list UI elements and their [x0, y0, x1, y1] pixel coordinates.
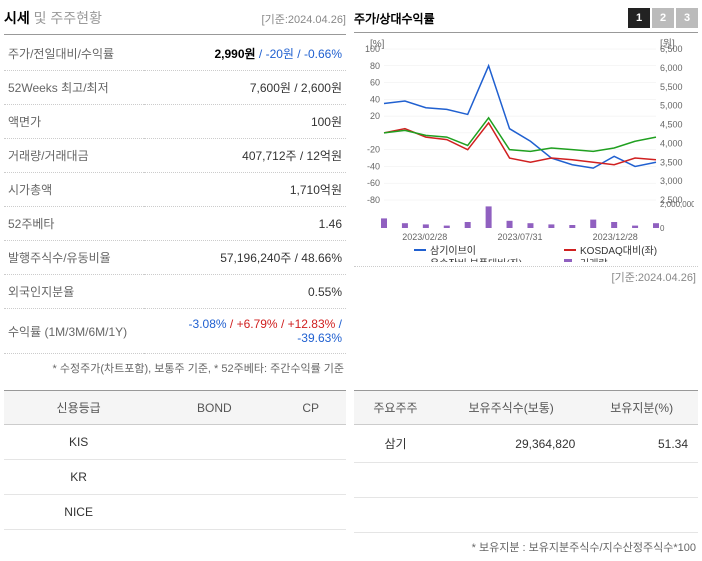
svg-text:100: 100	[365, 44, 380, 54]
info-value: 2,990원 / -20원 / -0.66%	[144, 37, 346, 71]
info-row: 거래량/거래대금407,712주 / 12억원	[4, 139, 346, 173]
info-row: 52주베타1.46	[4, 207, 346, 241]
info-value: 100원	[144, 105, 346, 139]
credit-cell: KR	[4, 460, 153, 495]
svg-text:5,500: 5,500	[660, 82, 683, 92]
share-header: 보유주식수(보통)	[437, 391, 585, 425]
chart-title: 주가/상대수익률	[354, 10, 435, 27]
credit-row: KIS	[4, 425, 346, 460]
chart-area: [%][원]-80-60-40-20204060801002,5003,0003…	[354, 37, 698, 267]
chart-tab-2[interactable]: 2	[652, 8, 674, 28]
info-label: 시가총액	[4, 173, 144, 207]
info-row: 발행주식수/유동비율57,196,240주 / 48.66%	[4, 241, 346, 275]
info-label: 발행주식수/유동비율	[4, 241, 144, 275]
credit-cell	[153, 495, 275, 530]
svg-text:0: 0	[660, 224, 665, 233]
credit-row: KR	[4, 460, 346, 495]
credit-header: BOND	[153, 391, 275, 425]
credit-cell	[153, 460, 275, 495]
info-row: 52Weeks 최고/최저7,600원 / 2,600원	[4, 71, 346, 105]
svg-text:2023/02/28: 2023/02/28	[402, 232, 447, 242]
svg-text:3,500: 3,500	[660, 157, 683, 167]
credit-cell	[275, 495, 346, 530]
credit-header: 신용등급	[4, 391, 153, 425]
svg-text:6,500: 6,500	[660, 44, 683, 54]
info-value: 407,712주 / 12억원	[144, 139, 346, 173]
date-ref-2: [기준:2024.04.26]	[354, 267, 698, 289]
svg-text:4,500: 4,500	[660, 120, 683, 130]
info-value: 1,710억원	[144, 173, 346, 207]
credit-cell: KIS	[4, 425, 153, 460]
info-value: -3.08% / +6.79% / +12.83% / -39.63%	[144, 309, 346, 354]
svg-text:-80: -80	[367, 195, 380, 205]
info-label: 외국인지분율	[4, 275, 144, 309]
info-row: 수익률 (1M/3M/6M/1Y)-3.08% / +6.79% / +12.8…	[4, 309, 346, 354]
svg-text:4,000: 4,000	[660, 138, 683, 148]
share-row-empty	[354, 498, 698, 533]
svg-text:KOSDAQ대비(좌): KOSDAQ대비(좌)	[580, 245, 657, 257]
title-light: 및 주주현황	[30, 10, 102, 26]
svg-text:-40: -40	[367, 161, 380, 171]
credit-cell	[275, 425, 346, 460]
share-row-empty	[354, 463, 698, 498]
date-ref-1: [기준:2024.04.26]	[262, 11, 346, 27]
share-cell: 51.34	[585, 425, 698, 463]
info-row: 외국인지분율0.55%	[4, 275, 346, 309]
svg-text:2023/07/31: 2023/07/31	[497, 232, 542, 242]
svg-text:2023/12/28: 2023/12/28	[593, 232, 638, 242]
credit-cell	[275, 460, 346, 495]
credit-cell: NICE	[4, 495, 153, 530]
chart-tabs: 123	[628, 8, 698, 28]
info-label: 액면가	[4, 105, 144, 139]
info-label: 수익률 (1M/3M/6M/1Y)	[4, 309, 144, 354]
credit-cell	[153, 425, 275, 460]
info-value: 57,196,240주 / 48.66%	[144, 241, 346, 275]
svg-text:20: 20	[370, 111, 380, 121]
share-header: 주요주주	[354, 391, 437, 425]
svg-text:5,000: 5,000	[660, 101, 683, 111]
svg-text:40: 40	[370, 94, 380, 104]
share-row: 삼기29,364,82051.34	[354, 425, 698, 463]
share-header: 보유지분(%)	[585, 391, 698, 425]
chart-header: 주가/상대수익률 123	[354, 4, 698, 33]
svg-text:-60: -60	[367, 178, 380, 188]
svg-text:운송장비,부품대비(좌): 운송장비,부품대비(좌)	[430, 258, 522, 262]
svg-text:60: 60	[370, 78, 380, 88]
info-label: 52Weeks 최고/최저	[4, 71, 144, 105]
svg-text:6,000: 6,000	[660, 63, 683, 73]
info-value: 1.46	[144, 207, 346, 241]
chart-tab-3[interactable]: 3	[676, 8, 698, 28]
info-label: 52주베타	[4, 207, 144, 241]
credit-row: NICE	[4, 495, 346, 530]
title-bold: 시세	[4, 10, 30, 26]
shareholder-footnote: * 보유지분 : 보유지분주식수/지수산정주식수*100	[354, 533, 698, 561]
info-label: 주가/전일대비/수익률	[4, 37, 144, 71]
info-row: 액면가100원	[4, 105, 346, 139]
svg-text:거래량: 거래량	[580, 258, 608, 262]
chart-svg: [%][원]-80-60-40-20204060801002,5003,0003…	[354, 37, 694, 262]
credit-header: CP	[275, 391, 346, 425]
shareholder-table: 주요주주보유주식수(보통)보유지분(%) 삼기29,364,82051.34	[354, 390, 698, 533]
svg-text:80: 80	[370, 61, 380, 71]
info-value: 0.55%	[144, 275, 346, 309]
svg-text:-20: -20	[367, 145, 380, 155]
info-row: 주가/전일대비/수익률2,990원 / -20원 / -0.66%	[4, 37, 346, 71]
price-info-table: 주가/전일대비/수익률2,990원 / -20원 / -0.66%52Weeks…	[4, 37, 346, 354]
share-cell: 삼기	[354, 425, 437, 463]
info-label: 거래량/거래대금	[4, 139, 144, 173]
chart-tab-1[interactable]: 1	[628, 8, 650, 28]
svg-text:삼기이브이: 삼기이브이	[430, 245, 476, 257]
credit-rating-table: 신용등급BONDCP KISKRNICE	[4, 390, 346, 530]
section1-header: 시세 및 주주현황 [기준:2024.04.26]	[4, 4, 346, 35]
info-row: 시가총액1,710억원	[4, 173, 346, 207]
share-cell: 29,364,820	[437, 425, 585, 463]
section1-title: 시세 및 주주현황	[4, 8, 102, 28]
svg-text:2,000,000: 2,000,000	[660, 200, 694, 209]
svg-text:3,000: 3,000	[660, 176, 683, 186]
section1-footnote: * 수정주가(차트포함), 보통주 기준, * 52주베타: 주간수익률 기준	[4, 354, 346, 382]
info-value: 7,600원 / 2,600원	[144, 71, 346, 105]
